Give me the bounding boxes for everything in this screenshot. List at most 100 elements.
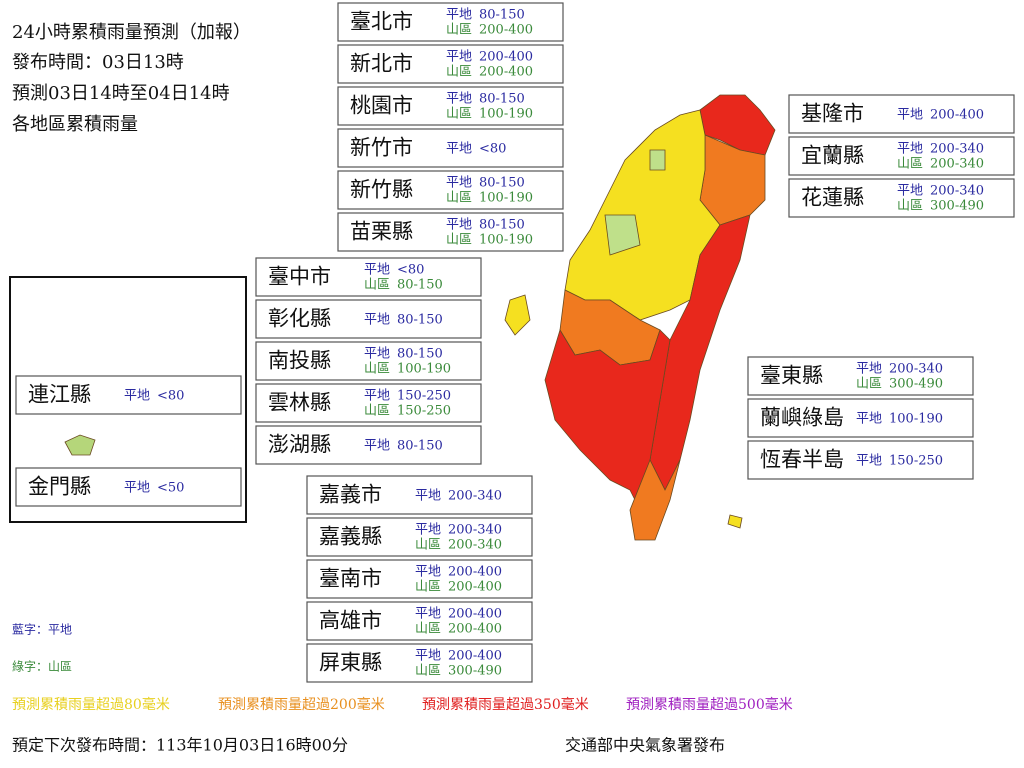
plain-value: <80	[479, 142, 506, 157]
legend-plain: 藍字：平地	[12, 622, 72, 637]
rain-level: 預測累積雨量超過350毫米	[422, 696, 589, 713]
region-box	[788, 136, 1015, 176]
mountain-value: 200-400	[479, 23, 533, 38]
mountain-label: 山區	[364, 278, 390, 293]
plain-label: 平地	[897, 142, 923, 157]
region-box	[255, 425, 482, 465]
plain-label: 平地	[446, 8, 472, 23]
mountain-value: 300-490	[448, 664, 502, 679]
region-box	[747, 398, 974, 438]
plain-label: 平地	[446, 92, 472, 107]
region-name: 彰化縣	[268, 307, 331, 331]
rain-level: 預測累積雨量超過80毫米	[12, 696, 170, 713]
mountain-value: 200-400	[448, 622, 502, 637]
mountain-label: 山區	[415, 538, 441, 553]
plain-value: 80-150	[397, 313, 443, 328]
header-line: 各地區累積雨量	[12, 114, 138, 135]
header-line: 24小時累積雨量預測（加報）	[12, 22, 251, 43]
mountain-label: 山區	[446, 107, 472, 122]
region-box	[337, 128, 564, 168]
region-box	[306, 517, 533, 557]
footer-issuer: 交通部中央氣象署發布	[565, 736, 725, 755]
plain-label: 平地	[446, 142, 472, 157]
taiwan-map	[64, 94, 776, 541]
region-name: 臺中市	[268, 265, 331, 289]
region-name: 新北市	[350, 52, 413, 76]
region-name: 連江縣	[28, 383, 91, 407]
header-line: 發布時間：03日13時	[12, 52, 184, 73]
plain-label: 平地	[446, 50, 472, 65]
plain-value: 80-150	[397, 439, 443, 454]
plain-value: 150-250	[889, 454, 943, 469]
rain-level: 預測累積雨量超過200毫米	[218, 696, 385, 713]
mountain-label: 山區	[446, 233, 472, 248]
region-box	[788, 178, 1015, 218]
mountain-value: 200-340	[448, 538, 502, 553]
region-name: 苗栗縣	[350, 220, 413, 244]
region-name: 屏東縣	[319, 651, 382, 675]
region-name: 新竹縣	[350, 178, 413, 202]
region-name: 基隆市	[801, 102, 864, 126]
region-box	[15, 375, 242, 415]
mountain-value: 200-400	[448, 580, 502, 595]
plain-value: 200-400	[479, 50, 533, 65]
plain-label: 平地	[856, 362, 882, 377]
region-box	[255, 257, 482, 297]
footer-next: 預定下次發布時間：113年10月03日16時00分	[12, 736, 348, 755]
plain-label: 平地	[446, 176, 472, 191]
region-box	[747, 356, 974, 396]
mountain-label: 山區	[364, 404, 390, 419]
plain-label: 平地	[415, 649, 441, 664]
mountain-label: 山區	[897, 157, 923, 172]
region-box	[255, 299, 482, 339]
plain-value: 150-250	[397, 389, 451, 404]
region-box	[337, 44, 564, 84]
region-name: 臺南市	[319, 567, 382, 591]
plain-label: 平地	[415, 607, 441, 622]
plain-label: 平地	[124, 481, 150, 496]
mountain-value: 100-190	[479, 191, 533, 206]
region-box	[337, 2, 564, 42]
mountain-label: 山區	[415, 580, 441, 595]
mountain-label: 山區	[415, 664, 441, 679]
region-name: 花蓮縣	[801, 186, 864, 210]
plain-value: 80-150	[479, 218, 525, 233]
mountain-label: 山區	[364, 362, 390, 377]
plain-value: 80-150	[397, 347, 443, 362]
plain-label: 平地	[364, 439, 390, 454]
region-box	[788, 94, 1015, 134]
plain-value: 100-190	[889, 412, 943, 427]
region-name: 嘉義市	[319, 483, 382, 507]
mountain-value: 100-190	[397, 362, 451, 377]
plain-value: <50	[157, 481, 184, 496]
plain-label: 平地	[124, 389, 150, 404]
mountain-value: 150-250	[397, 404, 451, 419]
region-name: 臺東縣	[760, 364, 823, 388]
region-name: 新竹市	[350, 136, 413, 160]
region-name: 宜蘭縣	[801, 144, 864, 168]
header-line: 預測03日14時至04日14時	[12, 83, 230, 104]
plain-label: 平地	[897, 108, 923, 123]
plain-value: 200-400	[448, 565, 502, 580]
plain-value: 200-400	[930, 108, 984, 123]
region-name: 金門縣	[28, 475, 91, 499]
mountain-label: 山區	[897, 199, 923, 214]
plain-label: 平地	[856, 412, 882, 427]
plain-label: 平地	[364, 263, 390, 278]
region-name: 嘉義縣	[319, 525, 382, 549]
mountain-value: 80-150	[397, 278, 443, 293]
region-name: 南投縣	[268, 349, 331, 373]
plain-value: 200-340	[930, 142, 984, 157]
plain-label: 平地	[897, 184, 923, 199]
region-box	[306, 475, 533, 515]
mountain-value: 300-490	[930, 199, 984, 214]
region-box	[306, 643, 533, 683]
plain-value: 200-340	[448, 523, 502, 538]
region-name: 高雄市	[319, 609, 382, 633]
legend-mountain: 綠字：山區	[12, 659, 72, 674]
region-box	[337, 212, 564, 252]
mountain-value: 100-190	[479, 107, 533, 122]
region-box	[306, 559, 533, 599]
region-name: 雲林縣	[268, 391, 331, 415]
